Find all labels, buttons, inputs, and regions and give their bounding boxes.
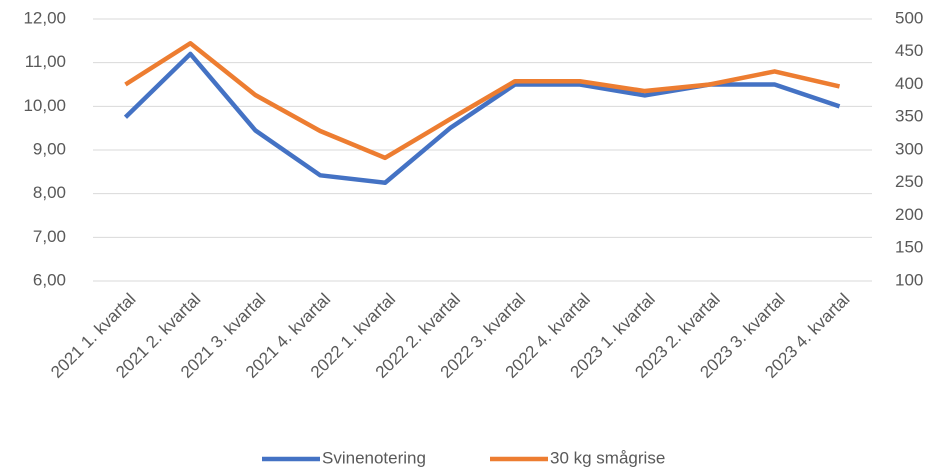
y2-tick-label: 100 — [895, 270, 923, 289]
y-tick-label: 8,00 — [33, 183, 66, 202]
y2-tick-label: 150 — [895, 238, 923, 257]
y2-tick-label: 300 — [895, 139, 923, 158]
y-tick-label: 6,00 — [33, 270, 66, 289]
y-tick-label: 12,00 — [23, 8, 66, 27]
y2-tick-label: 400 — [895, 74, 923, 93]
y-tick-label: 9,00 — [33, 139, 66, 158]
y2-tick-label: 500 — [895, 8, 923, 27]
y2-tick-label: 350 — [895, 107, 923, 126]
y-tick-label: 11,00 — [25, 52, 66, 71]
series-line — [124, 40, 841, 161]
legend-label: Svinenotering — [322, 448, 426, 467]
y2-tick-label: 250 — [895, 172, 923, 191]
series-line — [123, 51, 841, 185]
y-tick-label: 7,00 — [33, 227, 66, 246]
y2-tick-label: 200 — [895, 205, 923, 224]
legend-label: 30 kg smågrise — [550, 448, 665, 467]
y2-tick-label: 450 — [895, 41, 923, 60]
y-tick-label: 10,00 — [23, 96, 66, 115]
